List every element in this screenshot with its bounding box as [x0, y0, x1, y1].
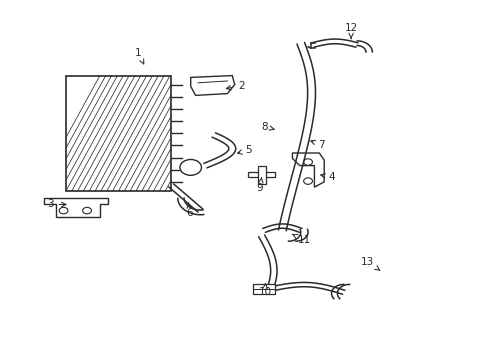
Text: 4: 4 — [320, 172, 334, 182]
Text: 7: 7 — [310, 140, 325, 150]
Circle shape — [303, 159, 312, 165]
Bar — [253, 284, 275, 294]
Text: 13: 13 — [360, 257, 379, 270]
Text: 11: 11 — [292, 234, 310, 245]
Text: 6: 6 — [186, 203, 193, 218]
Polygon shape — [292, 153, 324, 187]
Text: 12: 12 — [344, 23, 357, 39]
Text: 2: 2 — [226, 81, 244, 91]
Text: 10: 10 — [258, 284, 271, 297]
Polygon shape — [190, 76, 234, 95]
Polygon shape — [44, 198, 107, 217]
Text: 5: 5 — [237, 145, 251, 156]
Text: 8: 8 — [261, 122, 274, 132]
Circle shape — [82, 207, 91, 214]
Text: 9: 9 — [256, 177, 263, 193]
Bar — [247, 172, 275, 177]
Bar — [66, 76, 171, 191]
Bar — [257, 166, 265, 184]
Circle shape — [180, 159, 201, 175]
Text: 3: 3 — [47, 199, 66, 210]
Circle shape — [59, 207, 68, 214]
Text: 1: 1 — [135, 48, 143, 64]
Circle shape — [303, 178, 312, 184]
